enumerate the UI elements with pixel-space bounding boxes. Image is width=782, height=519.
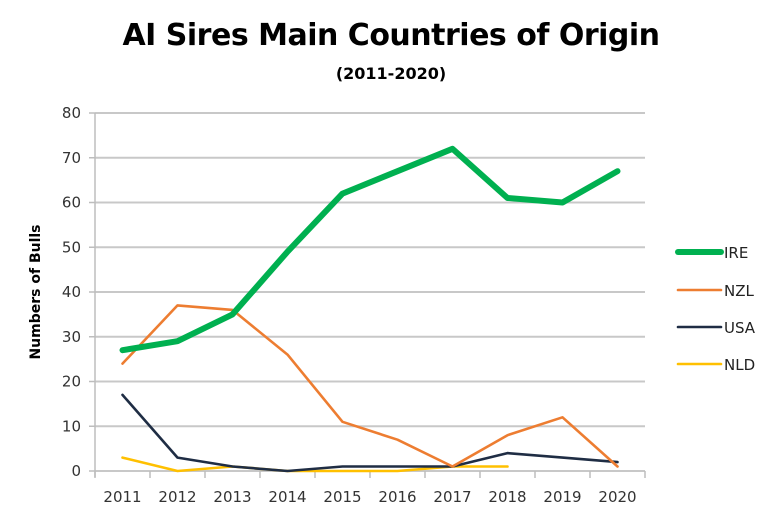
legend: IRE NZL USA NLD <box>678 244 756 374</box>
x-tick-label: 2018 <box>488 488 526 506</box>
series-line-ire <box>123 149 618 350</box>
x-tick-label: 2016 <box>378 488 416 506</box>
x-tick-label: 2017 <box>433 488 471 506</box>
y-tick-label: 0 <box>71 462 81 480</box>
y-tick-label: 10 <box>62 417 81 435</box>
legend-item-nld: NLD <box>678 356 755 374</box>
x-tick-labels: 2011 2012 2013 2014 2015 2016 2017 2018 2019 2020 <box>103 488 636 506</box>
legend-item-nzl: NZL <box>678 282 754 300</box>
x-tick-label: 2011 <box>103 488 141 506</box>
legend-label: NLD <box>724 356 755 374</box>
y-tick-label: 30 <box>62 328 81 346</box>
series-line-usa <box>123 395 618 471</box>
y-tick-label: 50 <box>62 238 81 256</box>
x-tick-label: 2015 <box>323 488 361 506</box>
series-lines <box>122 149 617 471</box>
y-axis-label: Numbers of Bulls <box>28 224 44 359</box>
y-tick-label: 60 <box>62 194 81 212</box>
x-tick-label: 2014 <box>268 488 306 506</box>
y-tick-label: 70 <box>62 149 81 167</box>
legend-label: USA <box>724 319 756 337</box>
y-tick-label: 40 <box>62 283 81 301</box>
x-tick-label: 2012 <box>158 488 196 506</box>
x-tick-label: 2020 <box>598 488 636 506</box>
axes <box>89 113 645 478</box>
y-tick-label: 20 <box>62 373 81 391</box>
legend-item-ire: IRE <box>678 244 748 262</box>
legend-label: IRE <box>724 244 748 262</box>
y-tick-label: 80 <box>62 104 81 122</box>
x-tick-label: 2013 <box>213 488 251 506</box>
y-tick-labels: 0 10 20 30 40 50 60 70 80 <box>62 104 81 480</box>
legend-item-usa: USA <box>678 319 756 337</box>
x-tick-label: 2019 <box>543 488 581 506</box>
legend-label: NZL <box>724 282 754 300</box>
